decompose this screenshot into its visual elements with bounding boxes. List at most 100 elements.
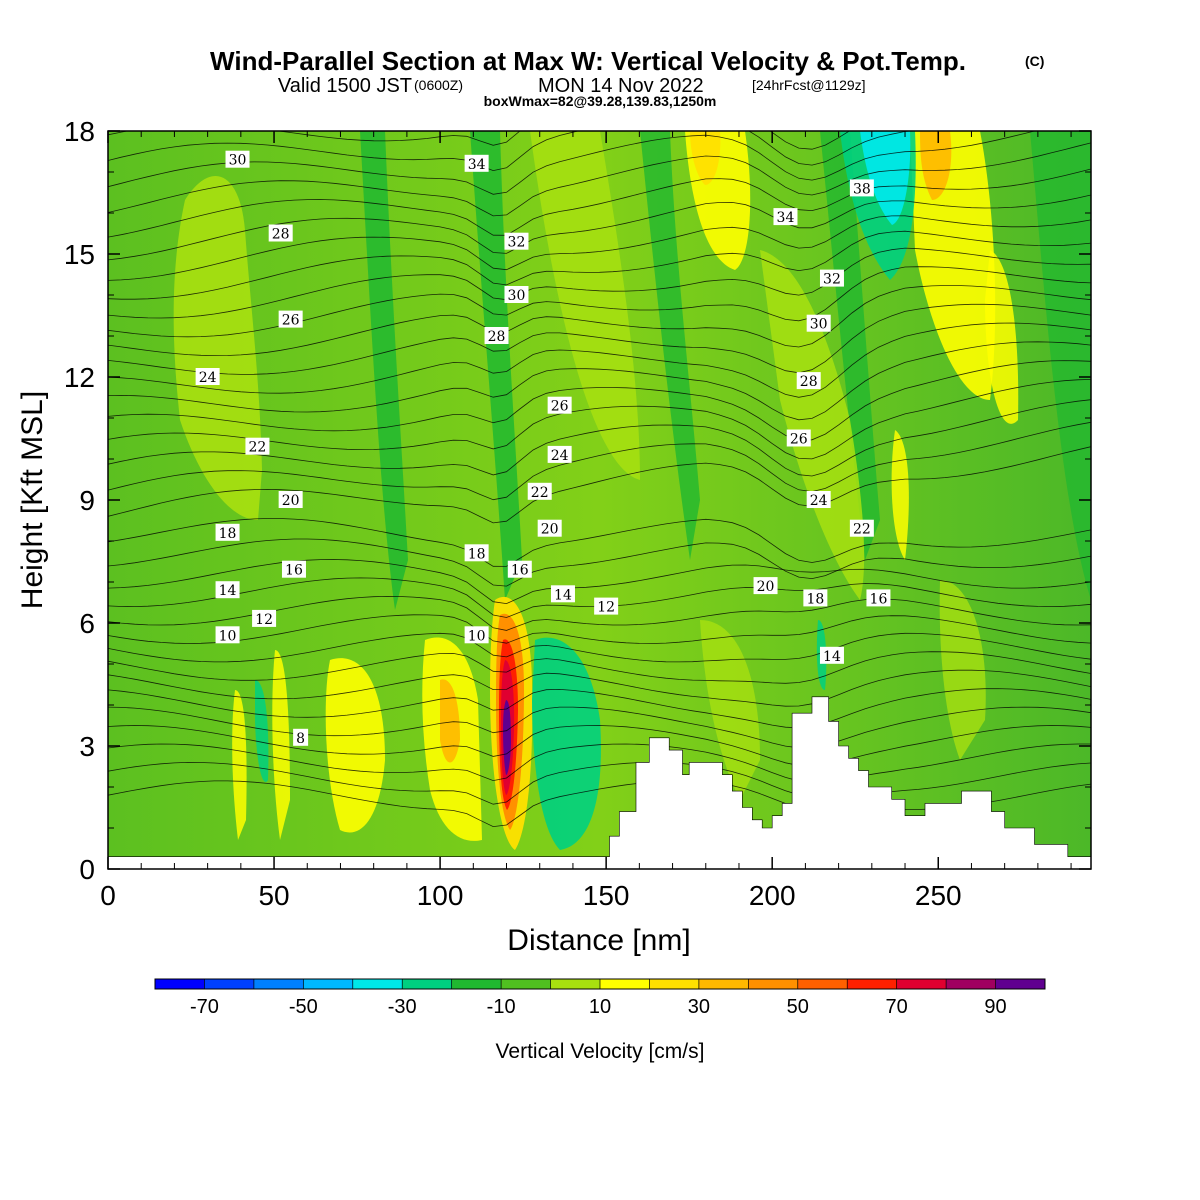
colorbar-label: Vertical Velocity [cm/s] (496, 1040, 705, 1063)
svg-text:30: 30 (508, 288, 526, 304)
colorbar-tick-label: 50 (787, 996, 809, 1018)
theta-contour-line (108, 518, 1091, 567)
colorbar-swatch (501, 979, 551, 989)
svg-text:22: 22 (249, 440, 267, 456)
downdraft-streak-a (360, 131, 408, 610)
x-axis-ticks: 0 50 100 150 200 250 (100, 131, 1072, 911)
colorbar-tick-label: 10 (589, 996, 611, 1018)
updraft-region-west (173, 176, 262, 520)
updraft-lowright-a (700, 620, 760, 800)
x-tick-label: 150 (583, 880, 630, 911)
colorbar-tick-label: -70 (190, 996, 219, 1018)
downdraft-west-low (255, 680, 269, 782)
svg-text:12: 12 (255, 612, 273, 628)
theta-contour-line (108, 322, 1091, 398)
contour-labels: 30 28 26 24 22 20 18 16 14 12 10 8 34 32 30 28 26 24 22 20 1… (195, 150, 891, 747)
svg-text:26: 26 (282, 313, 300, 329)
contour-label: 28 (484, 327, 509, 345)
svg-text:18: 18 (806, 591, 824, 607)
contour-label: 28 (268, 224, 293, 243)
x-tick-label: 50 (258, 880, 289, 911)
downdraft-cyan-core (860, 131, 911, 225)
colorbar-tick-label: 90 (984, 996, 1006, 1018)
colorbar-tick-label: -10 (487, 996, 516, 1018)
theta-contour-line (108, 688, 1091, 729)
valid-date: MON 14 Nov 2022 (538, 75, 704, 97)
contour-label: 26 (547, 396, 572, 415)
y-tick-label: 12 (64, 362, 95, 393)
colorbar-swatch (896, 979, 947, 989)
colorbar-tick-label: 70 (886, 996, 908, 1018)
contour-label: 16 (507, 560, 532, 579)
svg-text:32: 32 (508, 235, 526, 251)
contour-label: 32 (504, 232, 529, 251)
contour-label: 26 (786, 429, 811, 448)
svg-text:22: 22 (531, 485, 549, 501)
theta-contour-line (108, 446, 1091, 524)
downdraft-streak-b (470, 131, 522, 600)
colorbar-swatch (600, 979, 650, 989)
svg-text:10: 10 (219, 628, 237, 644)
colorbar-swatch (649, 979, 699, 989)
svg-text:26: 26 (551, 399, 569, 415)
updraft-low-a (325, 658, 385, 833)
svg-text:24: 24 (551, 448, 569, 464)
valid-time-utc: (0600Z) (414, 77, 463, 93)
svg-text:28: 28 (800, 374, 818, 390)
contour-label: 22 (245, 437, 270, 456)
svg-text:16: 16 (870, 591, 888, 607)
contour-label: 34 (464, 154, 489, 173)
contour-label: 20 (753, 577, 778, 595)
contour-label: 16 (866, 589, 891, 607)
contour-label: 20 (537, 519, 562, 538)
theta-contour-line (108, 168, 1091, 238)
y-tick-label: 18 (64, 116, 95, 147)
y-tick-label: 6 (79, 608, 95, 639)
contour-label: 10 (464, 626, 489, 644)
y-tick-label: 3 (79, 731, 95, 762)
box-wmax-info: boxWmax=82@39.28,139.83,1250m (484, 93, 717, 109)
theta-contour-line (108, 285, 1091, 357)
contour-label: 14 (215, 581, 240, 599)
x-axis-label: Distance [nm] (507, 924, 690, 957)
svg-text:30: 30 (810, 317, 828, 333)
contour-label: 24 (806, 491, 831, 509)
theta-contour-line (108, 215, 1091, 281)
theta-contour-line (108, 761, 1091, 805)
x-tick-label: 250 (915, 880, 962, 911)
colorbar-swatch (402, 979, 452, 989)
plot-area: 30 28 26 24 22 20 18 16 14 12 10 8 34 32 30 28 26 24 22 20 1… (108, 131, 1091, 869)
contour-label: 10 (215, 626, 240, 644)
colorbar-swatch (451, 979, 502, 989)
colorbar-swatch (550, 979, 600, 989)
theta-contour-line (108, 341, 1091, 421)
contour-label: 12 (594, 597, 619, 616)
colorbar-swatch (847, 979, 897, 989)
theta-contour-line (108, 303, 1091, 375)
updraft-upper-b-core (920, 131, 952, 200)
downdraft-lee (532, 637, 601, 850)
contour-label: 14 (550, 585, 575, 603)
contour-label: 14 (819, 646, 844, 665)
downdraft-streak-e (1030, 131, 1091, 600)
colorbar-swatch (303, 979, 353, 989)
svg-text:24: 24 (199, 370, 217, 386)
theta-contour-line (108, 247, 1091, 319)
contour-label: 20 (278, 491, 303, 509)
colorbar-swatch (204, 979, 254, 989)
colorbar-swatch (995, 979, 1045, 989)
y-tick-label: 9 (79, 485, 95, 516)
contour-label: 18 (215, 523, 240, 542)
theta-contour-line (108, 142, 1091, 217)
svg-text:14: 14 (219, 583, 237, 599)
svg-text:20: 20 (282, 493, 300, 509)
theta-contour-line (108, 725, 1091, 767)
svg-text:16: 16 (285, 563, 303, 579)
valid-time-prefix: Valid 1500 JST (278, 75, 412, 97)
updraft-upper-c (985, 250, 1019, 424)
theta-contour-line (108, 743, 1091, 783)
y-tick-label: 0 (79, 854, 95, 885)
velocity-field (173, 131, 1091, 850)
x-tick-label: 200 (749, 880, 796, 911)
contour-label: 32 (819, 269, 844, 288)
